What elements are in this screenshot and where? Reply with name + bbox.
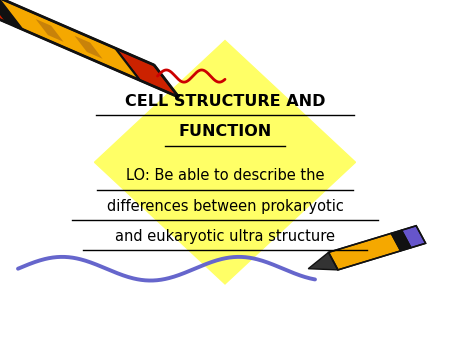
Polygon shape [0, 0, 7, 23]
Polygon shape [328, 233, 400, 270]
Text: and eukaryotic ultra structure: and eukaryotic ultra structure [115, 229, 335, 244]
Polygon shape [401, 226, 426, 248]
Text: CELL STRUCTURE AND: CELL STRUCTURE AND [125, 94, 325, 109]
Polygon shape [308, 252, 338, 270]
Polygon shape [0, 0, 23, 30]
Polygon shape [94, 41, 356, 284]
Text: differences between prokaryotic: differences between prokaryotic [107, 199, 343, 214]
Polygon shape [115, 48, 179, 97]
Polygon shape [75, 36, 103, 59]
Polygon shape [36, 19, 63, 42]
Text: FUNCTION: FUNCTION [178, 124, 272, 139]
Polygon shape [0, 0, 140, 80]
Text: LO: Be able to describe the: LO: Be able to describe the [126, 168, 324, 183]
Polygon shape [391, 230, 411, 251]
